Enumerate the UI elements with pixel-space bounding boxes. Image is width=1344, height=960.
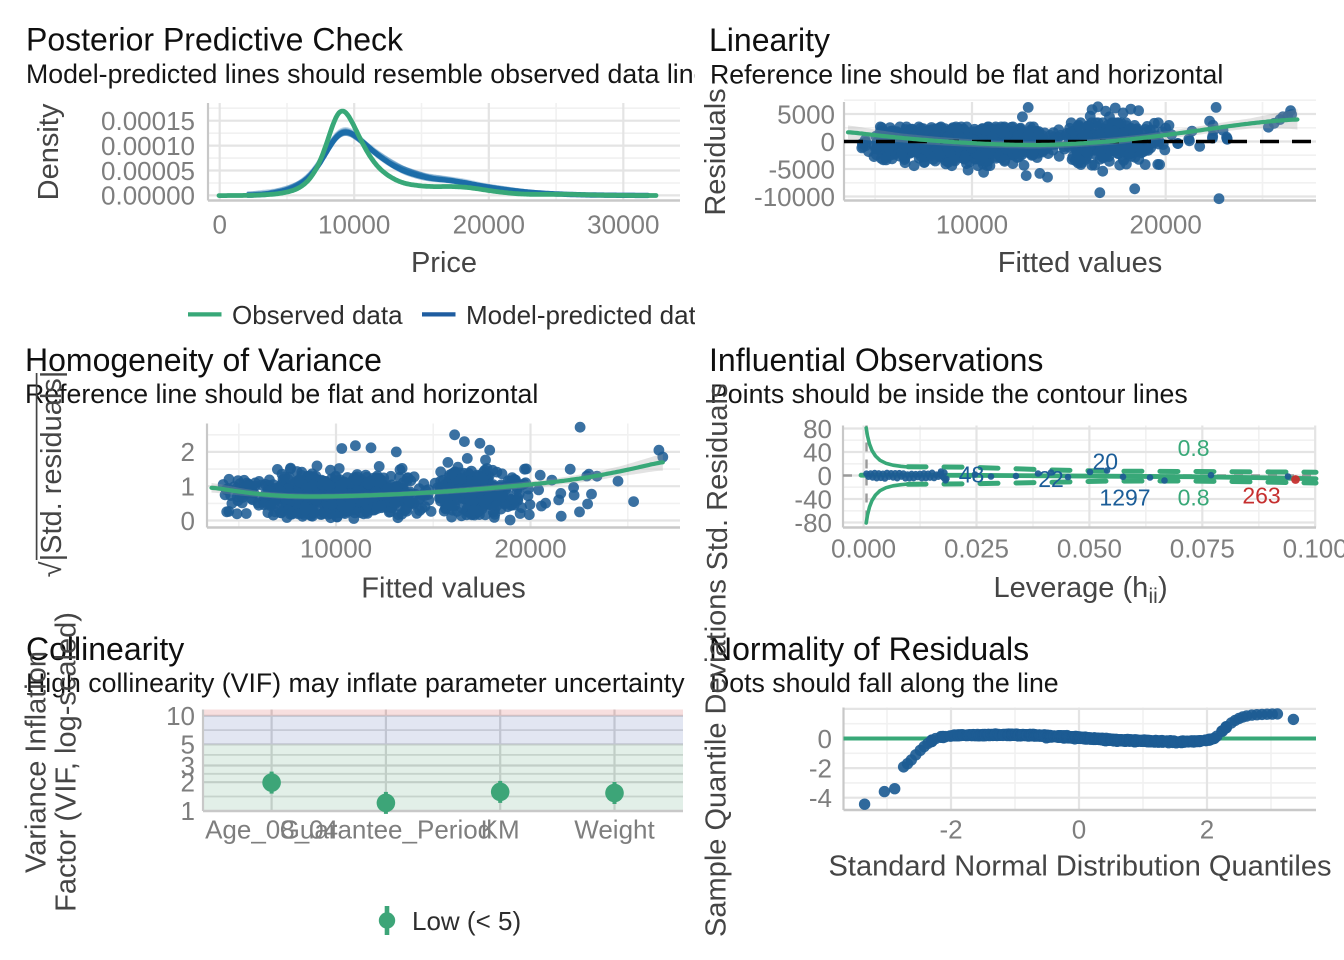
- svg-text:2: 2: [1200, 815, 1214, 845]
- svg-text:Guarantee_Period: Guarantee_Period: [280, 815, 492, 845]
- svg-text:10000: 10000: [300, 534, 372, 564]
- svg-text:Fitted values: Fitted values: [998, 247, 1162, 279]
- svg-text:Fitted values: Fitted values: [361, 573, 525, 605]
- svg-text:22: 22: [1038, 466, 1064, 492]
- svg-text:0.8: 0.8: [1178, 435, 1210, 461]
- svg-text:20000: 20000: [1130, 210, 1202, 240]
- svg-text:Density: Density: [33, 103, 65, 200]
- svg-text:Variance Inflation: Variance Inflation: [21, 651, 53, 873]
- svg-text:Age_08_04: Age_08_04: [205, 815, 338, 845]
- svg-text:0.100: 0.100: [1283, 534, 1344, 564]
- svg-text:Model-predicted lines should r: Model-predicted lines should resemble ob…: [26, 59, 722, 89]
- svg-text:48: 48: [959, 462, 985, 488]
- svg-text:Weight: Weight: [574, 815, 655, 845]
- svg-text:High collinearity (VIF) may in: High collinearity (VIF) may inflate para…: [26, 668, 685, 698]
- svg-text:-2: -2: [809, 753, 832, 783]
- svg-text:1: 1: [181, 472, 195, 502]
- svg-text:Price: Price: [411, 247, 477, 279]
- svg-text:Residuals: Residuals: [700, 88, 732, 215]
- svg-text:-80: -80: [794, 508, 832, 538]
- svg-text:3: 3: [181, 751, 195, 781]
- svg-text:0.025: 0.025: [944, 534, 1009, 564]
- svg-text:20000: 20000: [453, 210, 525, 240]
- svg-text:10000: 10000: [318, 210, 390, 240]
- svg-text:1297: 1297: [1099, 485, 1150, 511]
- svg-text:Points should be inside the co: Points should be inside the contour line…: [710, 379, 1188, 409]
- svg-text:): ): [1158, 572, 1168, 604]
- svg-text:0: 0: [818, 724, 832, 754]
- svg-text:20: 20: [1093, 448, 1119, 474]
- svg-text:0.00005: 0.00005: [101, 156, 195, 186]
- svg-text:263: 263: [1242, 483, 1280, 509]
- svg-text:Reference line should be flat: Reference line should be flat and horizo…: [25, 379, 538, 409]
- svg-text:-40: -40: [794, 484, 832, 514]
- svg-text:0: 0: [821, 127, 835, 157]
- svg-text:0: 0: [212, 210, 226, 240]
- svg-text:0.075: 0.075: [1170, 534, 1235, 564]
- svg-text:Std. Residuals: Std. Residuals: [702, 384, 734, 571]
- svg-text:40: 40: [803, 437, 832, 467]
- svg-text:ii: ii: [1149, 585, 1158, 608]
- svg-text:0.00000: 0.00000: [101, 181, 195, 211]
- svg-text:Standard Normal Distribution Q: Standard Normal Distribution Quantiles: [829, 851, 1332, 883]
- svg-text:10000: 10000: [936, 210, 1008, 240]
- svg-text:-10000: -10000: [754, 182, 835, 212]
- svg-text:Collinearity: Collinearity: [26, 631, 184, 667]
- svg-text:0: 0: [818, 461, 832, 491]
- svg-text:Linearity: Linearity: [709, 22, 830, 58]
- svg-text:10: 10: [166, 701, 195, 731]
- svg-text:Posterior Predictive Check: Posterior Predictive Check: [26, 22, 404, 58]
- svg-text:20000: 20000: [494, 534, 566, 564]
- svg-text:0: 0: [1072, 815, 1086, 845]
- svg-text:-4: -4: [809, 783, 832, 813]
- svg-text:KM: KM: [481, 815, 520, 845]
- svg-text:0.000: 0.000: [831, 534, 896, 564]
- svg-text:√|Std. residuals|: √|Std. residuals|: [36, 371, 68, 578]
- svg-text:80: 80: [803, 414, 832, 444]
- svg-text:2: 2: [181, 437, 195, 467]
- svg-text:Model-predicted data: Model-predicted data: [466, 300, 711, 330]
- svg-text:0.00010: 0.00010: [101, 131, 195, 161]
- svg-text:Influential Observations: Influential Observations: [709, 342, 1043, 378]
- svg-text:5000: 5000: [777, 99, 835, 129]
- svg-text:0.050: 0.050: [1057, 534, 1122, 564]
- svg-text:1: 1: [181, 796, 195, 826]
- svg-text:0.8: 0.8: [1178, 484, 1210, 510]
- svg-text:Leverage (h: Leverage (h: [994, 572, 1149, 604]
- svg-text:30000: 30000: [587, 210, 659, 240]
- svg-text:Homogeneity of Variance: Homogeneity of Variance: [25, 342, 382, 378]
- svg-text:-2: -2: [939, 815, 962, 845]
- svg-text:5: 5: [181, 730, 195, 760]
- svg-text:0: 0: [181, 506, 195, 536]
- svg-text:Dots should fall along the lin: Dots should fall along the line: [710, 668, 1059, 698]
- svg-text:0.00015: 0.00015: [101, 106, 195, 136]
- svg-text:2: 2: [181, 768, 195, 798]
- svg-text:Low (< 5): Low (< 5): [412, 906, 521, 936]
- svg-text:Factor (VIF, log-scaled): Factor (VIF, log-scaled): [51, 612, 83, 912]
- svg-text:Normality of Residuals: Normality of Residuals: [709, 631, 1029, 667]
- svg-text:Observed data: Observed data: [232, 300, 403, 330]
- svg-text:Sample Quantile Deviations: Sample Quantile Deviations: [701, 579, 733, 937]
- svg-text:Reference line should be flat: Reference line should be flat and horizo…: [710, 60, 1223, 90]
- svg-text:-5000: -5000: [769, 154, 836, 184]
